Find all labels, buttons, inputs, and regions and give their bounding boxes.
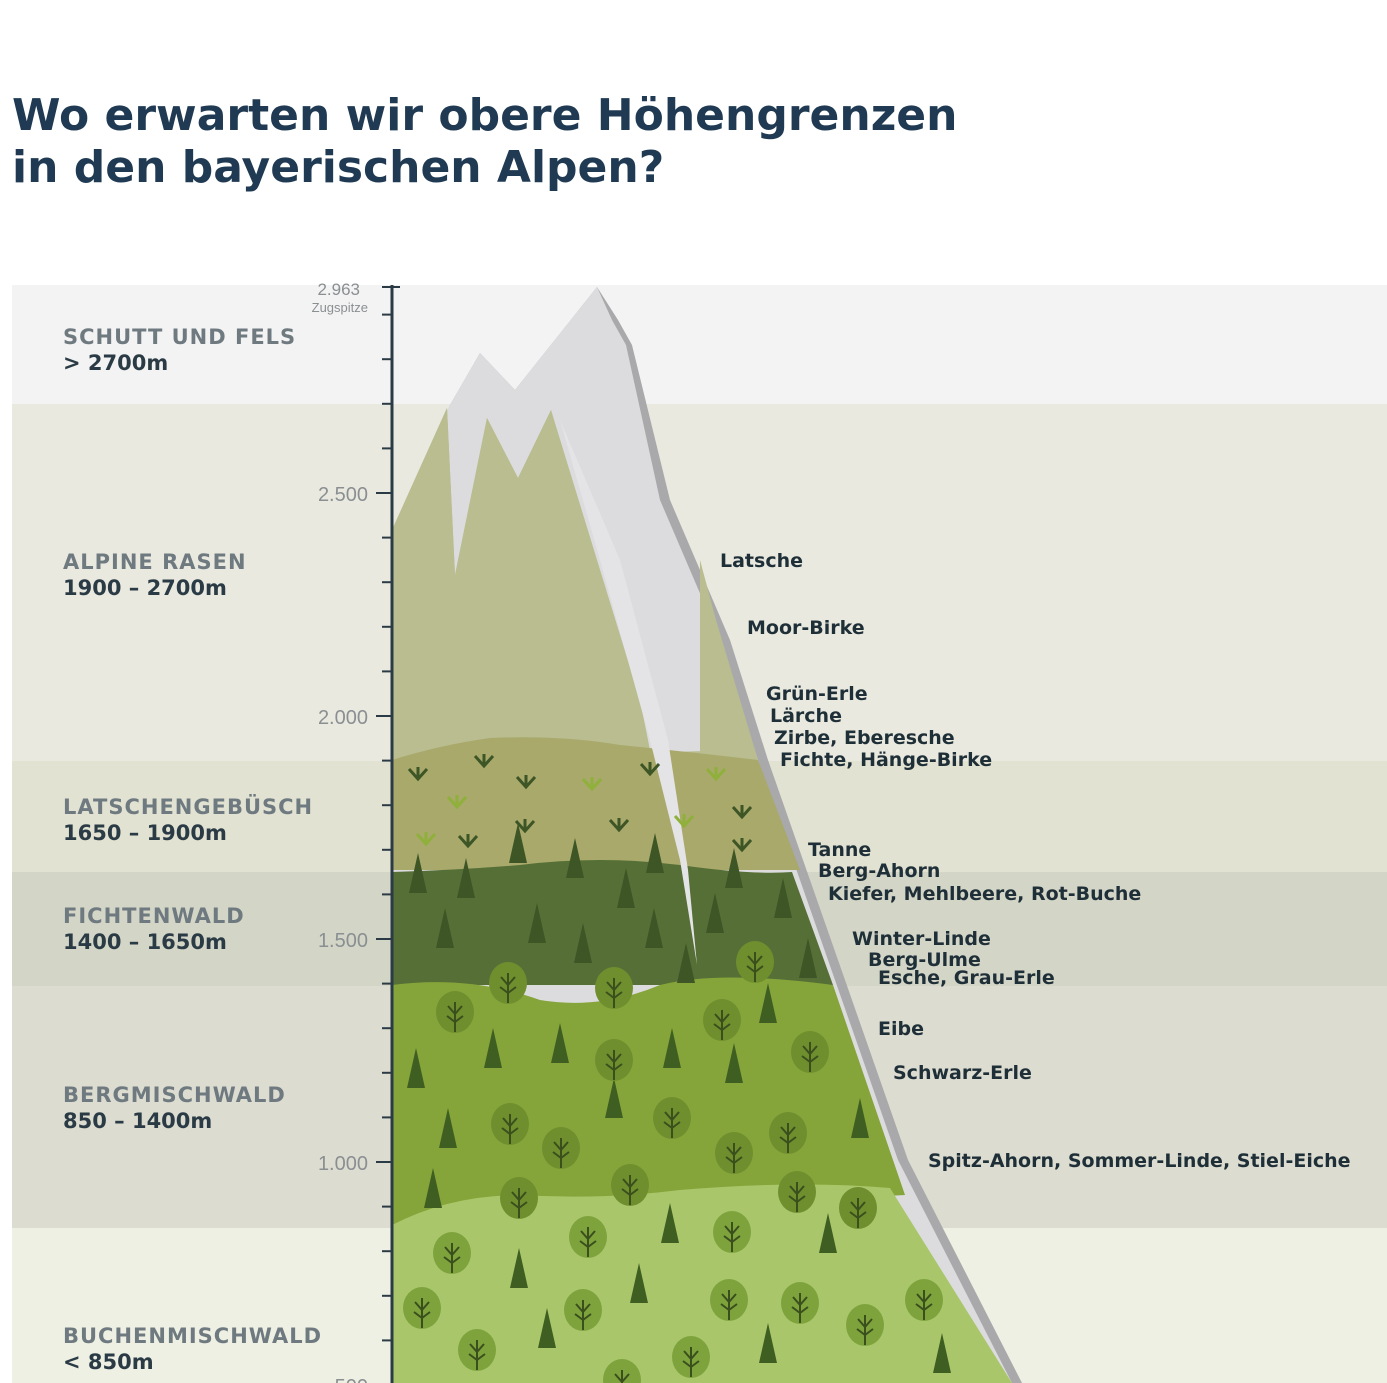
tick-label: 2.000	[318, 707, 368, 729]
species-label: Zirbe, Eberesche	[774, 727, 955, 749]
zone-name: FICHTENWALD	[63, 904, 245, 928]
species-label: Fichte, Hänge-Birke	[780, 749, 992, 771]
peak-label: 2.963	[317, 280, 360, 299]
zone-name: SCHUTT UND FELS	[63, 325, 296, 349]
peak-note: Zugspitze	[312, 300, 368, 315]
zone-name: LATSCHENGEBÜSCH	[63, 794, 313, 819]
zone-range: 1900 – 2700m	[63, 576, 227, 600]
zone-name: ALPINE RASEN	[63, 550, 247, 574]
tick-label: 1.000	[318, 1153, 368, 1175]
species-label: Kiefer, Mehlbeere, Rot-Buche	[828, 883, 1141, 905]
zone-range: 1400 – 1650m	[63, 930, 227, 954]
species-label: Tanne	[808, 839, 871, 861]
species-label: Grün-Erle	[766, 683, 868, 705]
zone-range: > 2700m	[63, 351, 168, 375]
zone-name: BERGMISCHWALD	[63, 1083, 286, 1107]
species-label: Esche, Grau-Erle	[878, 967, 1055, 989]
tick-label: 1.500	[318, 930, 368, 952]
species-label: Lärche	[770, 705, 842, 727]
species-label: Berg-Ahorn	[818, 860, 940, 882]
species-label: Schwarz-Erle	[893, 1062, 1032, 1084]
tick-label: 2.500	[318, 484, 368, 506]
infographic: Wo erwarten wir obere Höhengrenzen in de…	[0, 0, 1387, 1383]
species-label: Moor-Birke	[747, 617, 865, 639]
title-line: in den bayerischen Alpen?	[12, 142, 664, 193]
zone-range: < 850m	[63, 1350, 154, 1374]
zone-range: 850 – 1400m	[63, 1109, 212, 1133]
title-line: Wo erwarten wir obere Höhengrenzen	[12, 90, 957, 141]
species-label: Latsche	[720, 550, 803, 572]
species-label: Eibe	[878, 1018, 924, 1040]
zone-range: 1650 – 1900m	[63, 821, 227, 845]
species-label: Winter-Linde	[852, 928, 991, 950]
zone-name: BUCHENMISCHWALD	[63, 1324, 322, 1348]
tick-label: 500	[335, 1376, 368, 1383]
species-label: Spitz-Ahorn, Sommer-Linde, Stiel-Eiche	[928, 1150, 1351, 1172]
